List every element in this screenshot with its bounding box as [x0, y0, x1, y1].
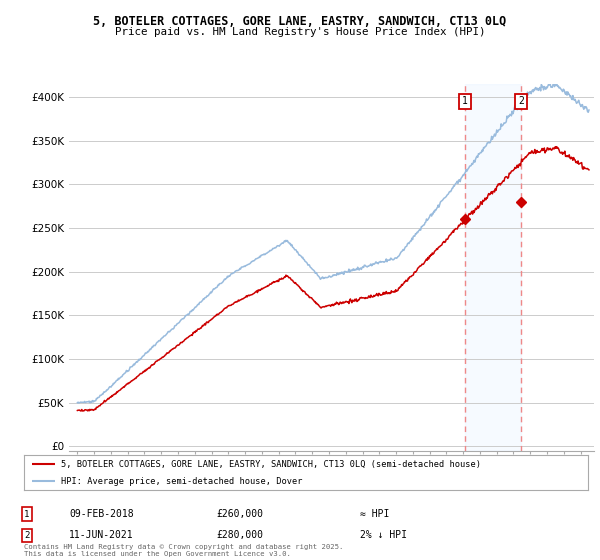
Text: Contains HM Land Registry data © Crown copyright and database right 2025.
This d: Contains HM Land Registry data © Crown c… [24, 544, 343, 557]
Bar [465, 84, 521, 451]
Text: 2% ↓ HPI: 2% ↓ HPI [360, 530, 407, 540]
Text: £280,000: £280,000 [216, 530, 263, 540]
Text: 2: 2 [518, 96, 524, 106]
Text: 1: 1 [25, 510, 29, 519]
Text: 2: 2 [25, 531, 29, 540]
Text: £260,000: £260,000 [216, 509, 263, 519]
Text: HPI: Average price, semi-detached house, Dover: HPI: Average price, semi-detached house,… [61, 477, 302, 486]
Text: ≈ HPI: ≈ HPI [360, 509, 389, 519]
Text: 1: 1 [462, 96, 468, 106]
Text: 5, BOTELER COTTAGES, GORE LANE, EASTRY, SANDWICH, CT13 0LQ: 5, BOTELER COTTAGES, GORE LANE, EASTRY, … [94, 15, 506, 28]
Text: 5, BOTELER COTTAGES, GORE LANE, EASTRY, SANDWICH, CT13 0LQ (semi-detached house): 5, BOTELER COTTAGES, GORE LANE, EASTRY, … [61, 459, 481, 469]
Text: 09-FEB-2018: 09-FEB-2018 [69, 509, 134, 519]
Text: 11-JUN-2021: 11-JUN-2021 [69, 530, 134, 540]
Text: Price paid vs. HM Land Registry's House Price Index (HPI): Price paid vs. HM Land Registry's House … [115, 27, 485, 37]
